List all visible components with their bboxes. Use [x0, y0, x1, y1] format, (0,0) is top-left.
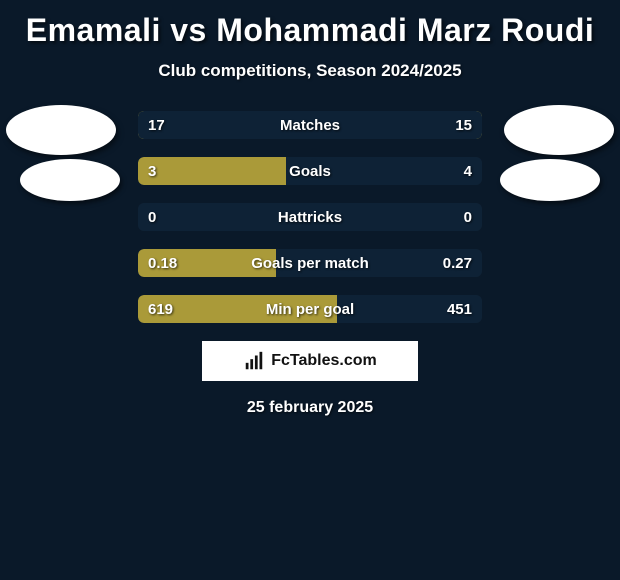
player-avatar-left — [6, 105, 116, 155]
stat-label: Goals — [138, 157, 482, 185]
brand-label: FcTables.com — [271, 352, 377, 370]
stat-row: 00Hattricks — [138, 203, 482, 231]
date-label: 25 february 2025 — [0, 399, 620, 417]
comparison-area: 1715Matches 34Goals 00Hattricks 0.180.27Goa… — [0, 111, 620, 323]
stat-label: Min per goal — [138, 295, 482, 323]
stat-row: 0.180.27Goals per match — [138, 249, 482, 277]
stat-row: 1715Matches — [138, 111, 482, 139]
page-subtitle: Club competitions, Season 2024/2025 — [0, 61, 620, 81]
chart-icon — [243, 350, 265, 372]
stat-row: 619451Min per goal — [138, 295, 482, 323]
stat-label: Hattricks — [138, 203, 482, 231]
stat-label: Matches — [138, 111, 482, 139]
player-flag-left — [20, 159, 120, 201]
stat-row: 34Goals — [138, 157, 482, 185]
stat-label: Goals per match — [138, 249, 482, 277]
brand-badge: FcTables.com — [202, 341, 418, 381]
page-title: Emamali vs Mohammadi Marz Roudi — [0, 0, 620, 49]
player-flag-right — [500, 159, 600, 201]
player-avatar-right — [504, 105, 614, 155]
stats-bars: 1715Matches 34Goals 00Hattricks 0.180.27Goa… — [138, 111, 482, 323]
